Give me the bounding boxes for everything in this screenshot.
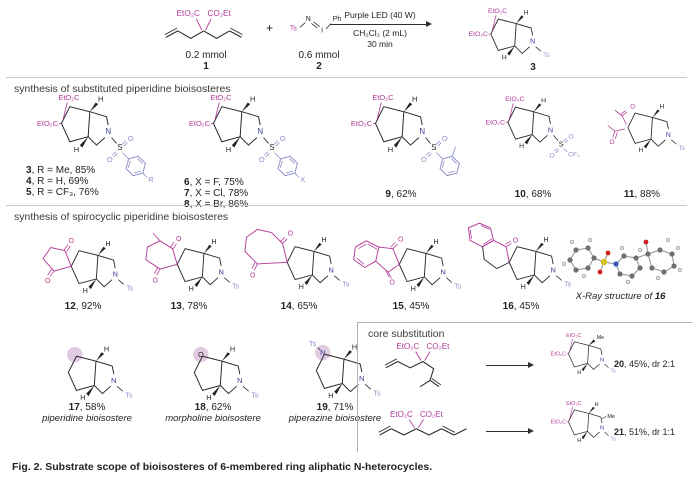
ester-label: CO₂Et	[420, 410, 444, 419]
figure-caption: Fig. 2. Substrate scope of bioisosteres …	[12, 461, 433, 473]
o-atom-label: O	[45, 278, 51, 285]
i-atom-label: I	[321, 28, 323, 35]
product-number: 3	[530, 62, 536, 73]
label-10: 10, 68%	[514, 189, 552, 200]
structure-substrate-21: EtO₂C CO₂Et	[378, 410, 467, 436]
section1-title: synthesis of substituted piperidine bioi…	[14, 83, 231, 95]
ester-label: EtO₂C	[390, 410, 413, 419]
result-21: 21, 51%, dr 1:1	[614, 427, 676, 437]
ester-label: EtO₂C	[176, 8, 200, 18]
result-20: 20, 45%, dr 2:1	[614, 359, 676, 369]
structure-6-8: X	[188, 92, 305, 184]
methyl-label: Me	[607, 414, 615, 420]
n-atom-label: N	[320, 348, 325, 357]
reagent-amount: 0.6 mmol	[298, 50, 340, 61]
o-atom-label: O	[176, 236, 182, 243]
structure-17	[67, 340, 134, 405]
label-18: 18, 62% morpholine bioisostere	[165, 402, 261, 424]
structure-16: O	[467, 222, 573, 300]
tosyl-label: Ts	[309, 339, 317, 348]
structure-19: N Ts	[309, 339, 382, 403]
reaction-arrow	[486, 427, 534, 434]
label-12: 12, 92%	[64, 301, 102, 312]
xray-structure	[562, 237, 683, 285]
methyl-label: Me	[597, 335, 605, 341]
x-substituent-label: X	[300, 175, 305, 184]
conditions-line2: CH₂Cl₂ (2 mL)	[353, 28, 407, 38]
structure-13: O O	[145, 232, 241, 302]
structure-product-3	[468, 7, 551, 64]
substrate-number: 1	[203, 61, 209, 72]
label-6-8: 6, X = F, 75% 7, X = Cl, 78% 8, X = Br, …	[184, 177, 249, 210]
conditions-line3: 30 min	[367, 39, 393, 49]
label-19: 19, 71% piperazine bioisostere	[288, 402, 382, 424]
structure-product-21: Me	[550, 400, 617, 447]
plus-sign: +	[266, 21, 274, 35]
structure-11: O O	[607, 103, 687, 156]
ester-label: EtO₂C	[396, 342, 419, 351]
reaction-arrow	[330, 20, 432, 27]
section2-title: synthesis of spirocyclic piperidine bioi…	[14, 211, 229, 223]
label-11: 11, 88%	[623, 189, 661, 200]
structure-product-20: Me	[550, 332, 617, 377]
section-divider	[6, 205, 687, 206]
core-substitution-box: core substitution EtO₂C CO₂Et Me 20, 45%…	[357, 322, 692, 452]
ester-label: CO₂Et	[426, 342, 450, 351]
o-atom-label: O	[288, 231, 294, 238]
section-divider	[6, 77, 687, 78]
structure-14: O O	[244, 228, 351, 300]
o-atom-label: O	[389, 280, 395, 287]
structure-substrate-20: EtO₂C CO₂Et	[384, 342, 450, 388]
o-atom-label: O	[198, 350, 204, 359]
structure-15: O O	[353, 237, 463, 302]
structure-10: CF₃	[485, 95, 580, 160]
structure-12: O O	[42, 238, 135, 304]
cf3-label: CF₃	[568, 152, 580, 159]
structure-substrate-1: EtO₂C CO₂Et	[164, 8, 243, 39]
label-3-5: 3, R = Me, 85% 4, R = H, 69% 5, R = CF₃,…	[26, 165, 99, 198]
o-atom-label: O	[68, 238, 74, 245]
o-atom-label: O	[153, 277, 159, 284]
xray-caption: X-Ray structure of 16	[575, 291, 666, 302]
label-9: 9, 62%	[385, 189, 417, 200]
n-atom-label: N	[306, 16, 311, 23]
reaction-arrow	[486, 361, 534, 368]
conditions-line1: Purple LED (40 W)	[344, 10, 416, 20]
structure-3-5: R	[36, 92, 154, 184]
o-atom-label: O	[250, 272, 256, 279]
o-atom-label: O	[398, 237, 404, 244]
structure-reagent-2: Ts N I Ph	[290, 16, 342, 35]
label-14: 14, 65%	[280, 301, 318, 312]
label-13: 13, 78%	[170, 301, 208, 312]
structure-18: O	[193, 340, 260, 405]
o-atom-label: O	[609, 139, 614, 146]
phenyl-label: Ph	[333, 16, 342, 23]
tosyl-label: Ts	[290, 25, 297, 32]
substrate-amount: 0.2 mmol	[185, 50, 227, 61]
label-17: 17, 58% piperidine bioisostere	[42, 402, 132, 424]
r-substituent-label: R	[148, 175, 154, 184]
ester-label: CO₂Et	[207, 8, 231, 18]
label-16: 16, 45%	[502, 301, 540, 312]
structure-9	[350, 92, 460, 177]
corebox-title: core substitution	[368, 328, 445, 340]
reagent-number: 2	[316, 61, 322, 72]
label-15: 15, 45%	[392, 301, 430, 312]
o-atom-label: O	[630, 104, 635, 111]
o-atom-label: O	[513, 238, 519, 245]
